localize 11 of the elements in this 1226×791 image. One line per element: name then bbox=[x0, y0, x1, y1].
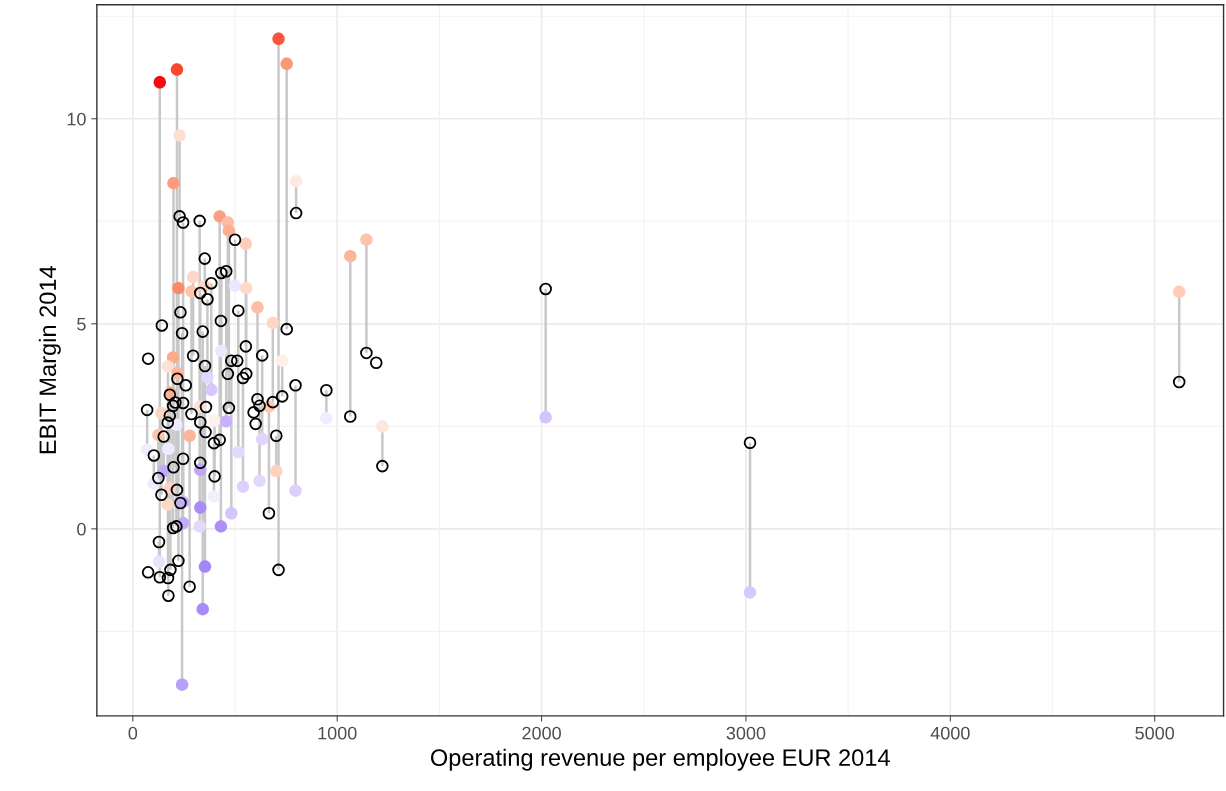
x-axis-title: Operating revenue per employee EUR 2014 bbox=[430, 748, 890, 771]
y-tick-label: 10 bbox=[67, 112, 86, 126]
x-tick-label: 3000 bbox=[726, 726, 766, 740]
x-tick-label: 4000 bbox=[930, 726, 970, 740]
y-tick-label: 5 bbox=[77, 317, 86, 331]
x-tick-label: 5000 bbox=[1135, 726, 1175, 740]
x-tick-label: 0 bbox=[128, 726, 138, 740]
x-tick-label: 2000 bbox=[522, 726, 561, 740]
x-tick-label: 1000 bbox=[318, 726, 357, 740]
y-axis-title: EBIT Margin 2014 bbox=[38, 266, 61, 454]
y-tick-label: 0 bbox=[77, 522, 86, 536]
